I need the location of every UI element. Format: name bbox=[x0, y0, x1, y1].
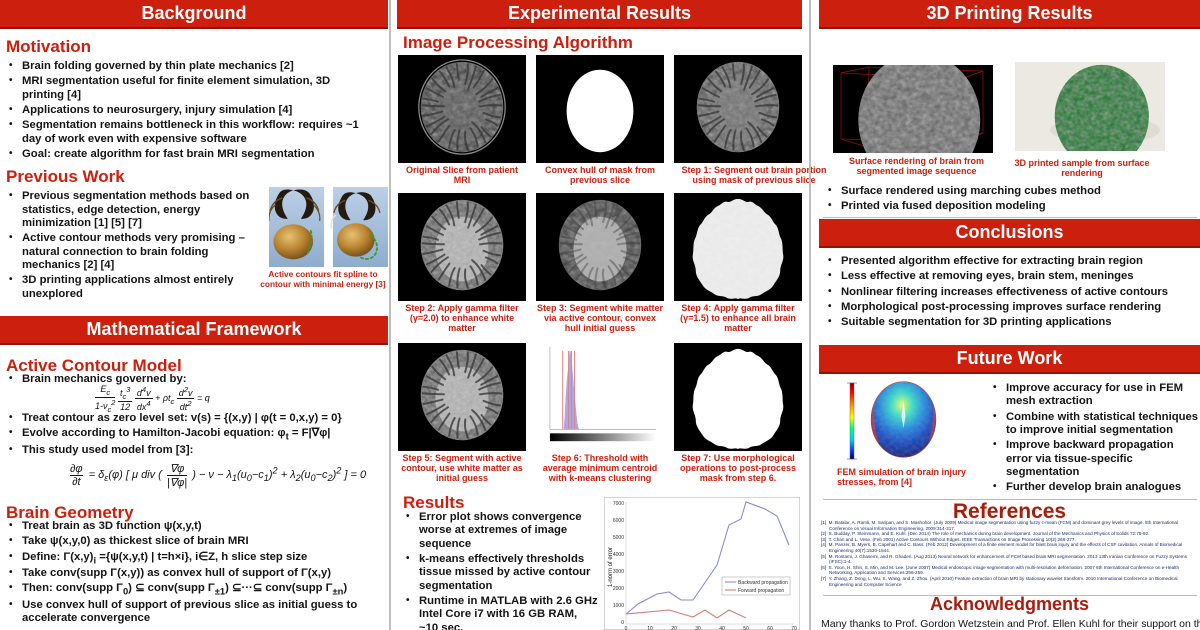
svg-text:10: 10 bbox=[647, 626, 653, 630]
svg-text:3000: 3000 bbox=[613, 569, 624, 575]
svg-text:1000: 1000 bbox=[613, 603, 624, 609]
svg-text:50: 50 bbox=[743, 626, 749, 630]
svg-text:2000: 2000 bbox=[613, 586, 624, 592]
svg-text:0: 0 bbox=[625, 626, 628, 630]
svg-text:30: 30 bbox=[695, 626, 701, 630]
svg-text:5000: 5000 bbox=[613, 535, 624, 541]
svg-text:1-norm of error: 1-norm of error bbox=[608, 547, 614, 587]
svg-text:Forward propagation: Forward propagation bbox=[738, 588, 784, 594]
svg-text:20: 20 bbox=[671, 626, 677, 630]
svg-text:Backward propagation: Backward propagation bbox=[738, 580, 788, 586]
svg-text:7000: 7000 bbox=[613, 501, 624, 507]
svg-text:60: 60 bbox=[767, 626, 773, 630]
svg-text:40: 40 bbox=[719, 626, 725, 630]
svg-text:6000: 6000 bbox=[613, 518, 624, 524]
svg-text:4000: 4000 bbox=[613, 552, 624, 558]
svg-text:70: 70 bbox=[791, 626, 797, 630]
